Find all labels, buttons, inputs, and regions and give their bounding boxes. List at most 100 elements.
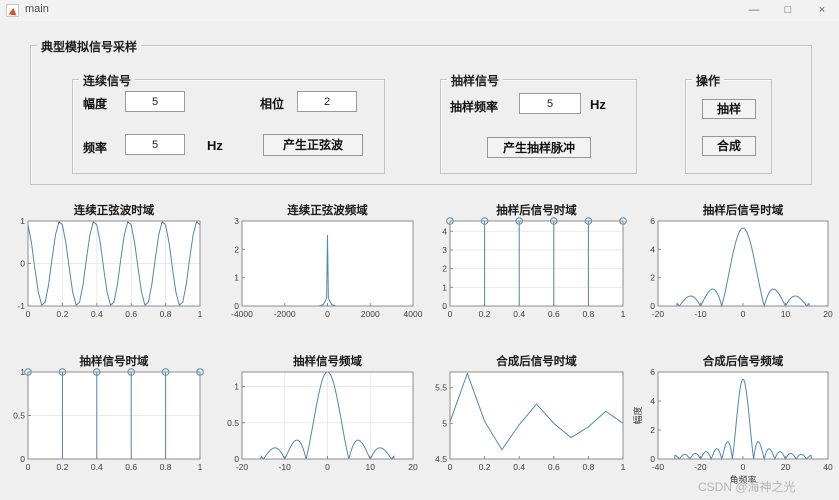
chart-canvas-5: -20 -10 0 10 20 0 0.5 1 抽样信号频域 bbox=[227, 354, 418, 472]
close-icon[interactable]: × bbox=[818, 4, 826, 16]
maximize-icon[interactable]: □ bbox=[784, 4, 792, 16]
svg-text:20: 20 bbox=[781, 462, 791, 472]
svg-text:2: 2 bbox=[442, 264, 447, 274]
svg-text:0.6: 0.6 bbox=[125, 462, 137, 472]
svg-text:5: 5 bbox=[442, 418, 447, 428]
chart-canvas-6: 0 0.2 0.4 0.6 0.8 1 4.5 5 5.5 合成后信号时域 bbox=[435, 354, 626, 472]
chart-canvas-1: -4000 -2000 0 2000 4000 0 1 2 3 连续正弦波频域 bbox=[231, 203, 423, 319]
svg-text:0: 0 bbox=[234, 301, 239, 311]
svg-text:-4000: -4000 bbox=[231, 309, 253, 319]
svg-text:0: 0 bbox=[325, 462, 330, 472]
generate-sine-button[interactable]: 产生正弦波 bbox=[263, 134, 363, 156]
svg-text:0: 0 bbox=[20, 259, 25, 269]
watermark-text: CSDN @海神之光 bbox=[698, 480, 796, 494]
svg-text:1: 1 bbox=[198, 462, 203, 472]
matlab-icon-triangle bbox=[8, 7, 18, 16]
panel-operations-title: 操作 bbox=[692, 72, 725, 89]
generate-pulse-button[interactable]: 产生抽样脉冲 bbox=[487, 137, 591, 158]
sample-rate-unit-label: Hz bbox=[590, 97, 606, 112]
svg-text:0: 0 bbox=[26, 462, 31, 472]
svg-text:0.5: 0.5 bbox=[227, 418, 239, 428]
plot-continuous-sine-freq: -4000 -2000 0 2000 4000 0 1 2 3 连续正弦波频域 bbox=[218, 203, 423, 322]
svg-text:-10: -10 bbox=[279, 462, 292, 472]
svg-text:10: 10 bbox=[366, 462, 376, 472]
svg-text:0.8: 0.8 bbox=[160, 462, 172, 472]
panel-main-title: 典型模拟信号采样 bbox=[37, 38, 142, 55]
sample-rate-label: 抽样频率 bbox=[450, 100, 499, 114]
svg-text:10: 10 bbox=[781, 309, 791, 319]
chart-canvas-4: 0 0.2 0.4 0.6 0.8 1 0 0.5 1 抽样信号时域 bbox=[13, 354, 204, 472]
svg-text:1: 1 bbox=[20, 367, 25, 377]
svg-text:连续正弦波频域: 连续正弦波频域 bbox=[287, 203, 368, 217]
svg-text:1: 1 bbox=[234, 273, 239, 283]
svg-text:0.8: 0.8 bbox=[160, 309, 172, 319]
window-title: main bbox=[25, 3, 49, 15]
svg-text:角频率: 角频率 bbox=[729, 474, 756, 485]
chart-canvas-3: -20 -10 0 10 20 0 2 4 6 抽样后信号时域 bbox=[650, 203, 833, 319]
svg-text:-20: -20 bbox=[652, 309, 665, 319]
svg-text:2000: 2000 bbox=[361, 309, 380, 319]
svg-text:0.2: 0.2 bbox=[479, 462, 491, 472]
sample-button[interactable]: 抽样 bbox=[702, 99, 756, 119]
svg-text:0.4: 0.4 bbox=[513, 462, 525, 472]
svg-text:0: 0 bbox=[448, 309, 453, 319]
svg-text:6: 6 bbox=[650, 216, 655, 226]
svg-text:5.5: 5.5 bbox=[435, 383, 447, 393]
plot-sampling-pulse-freq: -20 -10 0 10 20 0 0.5 1 抽样信号频域 bbox=[218, 354, 421, 475]
figure-area: 典型模拟信号采样 连续信号 幅度 相位 频率 Hz 产生正弦波 抽样信号 抽样频… bbox=[0, 21, 839, 500]
amplitude-label: 幅度 bbox=[83, 97, 108, 111]
panel-sampling: 抽样信号 bbox=[440, 72, 637, 174]
svg-text:0.6: 0.6 bbox=[125, 309, 137, 319]
svg-text:0.8: 0.8 bbox=[582, 309, 594, 319]
synthesize-button[interactable]: 合成 bbox=[702, 136, 756, 156]
svg-text:4.5: 4.5 bbox=[435, 454, 447, 464]
svg-text:0.2: 0.2 bbox=[56, 462, 68, 472]
svg-text:1: 1 bbox=[234, 382, 239, 392]
svg-text:0.4: 0.4 bbox=[91, 462, 103, 472]
matlab-icon bbox=[6, 4, 19, 17]
svg-text:3: 3 bbox=[234, 216, 239, 226]
titlebar[interactable]: main — □ × bbox=[0, 0, 839, 22]
svg-text:抽样后信号时域: 抽样后信号时域 bbox=[703, 203, 784, 217]
svg-text:合成后信号时域: 合成后信号时域 bbox=[496, 354, 577, 368]
svg-text:连续正弦波时域: 连续正弦波时域 bbox=[74, 203, 155, 217]
svg-text:0: 0 bbox=[448, 462, 453, 472]
panel-operations: 操作 bbox=[685, 72, 772, 174]
amplitude-field[interactable] bbox=[125, 91, 185, 112]
panel-continuous-title: 连续信号 bbox=[79, 72, 136, 89]
svg-text:抽样信号频域: 抽样信号频域 bbox=[293, 354, 362, 368]
svg-text:-2000: -2000 bbox=[274, 309, 296, 319]
svg-text:0.6: 0.6 bbox=[548, 462, 560, 472]
frequency-field[interactable] bbox=[125, 134, 185, 155]
svg-text:2: 2 bbox=[650, 425, 655, 435]
svg-text:合成后信号频域: 合成后信号频域 bbox=[703, 354, 784, 368]
window-controls: — □ × bbox=[737, 0, 839, 21]
plot-sampling-pulse-time: 0 0.2 0.4 0.6 0.8 1 0 0.5 1 抽样信号时域 bbox=[4, 354, 208, 475]
panel-sampling-title: 抽样信号 bbox=[447, 72, 504, 89]
svg-text:4: 4 bbox=[650, 244, 655, 254]
svg-text:0: 0 bbox=[26, 309, 31, 319]
minimize-icon[interactable]: — bbox=[748, 4, 760, 16]
sample-rate-field[interactable] bbox=[519, 93, 581, 114]
plot-synthesized-freq: -40 -20 0 20 40 0 2 4 6 合成后信号频域 角频率 幅度 bbox=[632, 354, 836, 486]
svg-text:0: 0 bbox=[741, 309, 746, 319]
svg-text:-20: -20 bbox=[236, 462, 249, 472]
plot-sampled-signal-time: 0 0.2 0.4 0.6 0.8 1 0 1 2 3 4 抽样后信号时域 bbox=[426, 203, 631, 322]
svg-text:抽样信号时域: 抽样信号时域 bbox=[80, 354, 149, 368]
svg-text:0.4: 0.4 bbox=[513, 309, 525, 319]
svg-text:1: 1 bbox=[621, 309, 626, 319]
svg-text:0: 0 bbox=[741, 462, 746, 472]
svg-text:-10: -10 bbox=[694, 309, 707, 319]
chart-canvas-2: 0 0.2 0.4 0.6 0.8 1 0 1 2 3 4 抽样后信号时域 bbox=[442, 203, 627, 319]
svg-text:1: 1 bbox=[20, 216, 25, 226]
svg-text:0: 0 bbox=[442, 301, 447, 311]
svg-text:6: 6 bbox=[650, 367, 655, 377]
svg-text:0.2: 0.2 bbox=[479, 309, 491, 319]
phase-field[interactable] bbox=[297, 91, 357, 112]
plot-continuous-sine-time: 0 0.2 0.4 0.6 0.8 1 -1 0 1 连续正弦波时域 bbox=[4, 203, 208, 322]
svg-text:-40: -40 bbox=[652, 462, 665, 472]
svg-text:20: 20 bbox=[408, 462, 418, 472]
svg-text:1: 1 bbox=[621, 462, 626, 472]
